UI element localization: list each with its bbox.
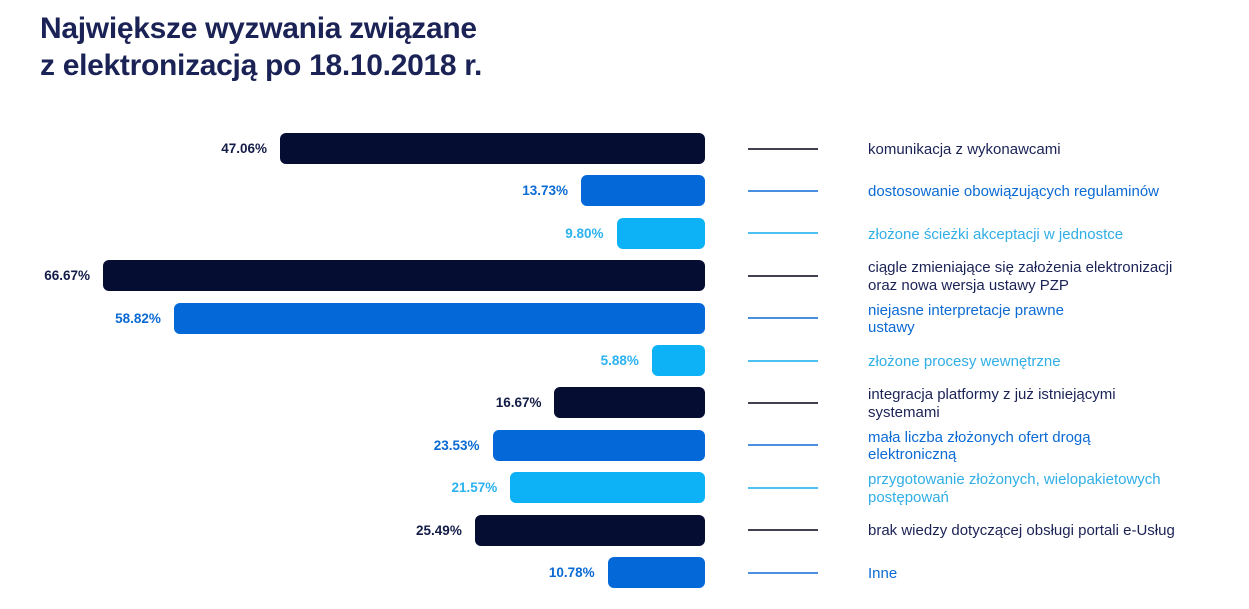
legend-connector-line bbox=[748, 571, 818, 574]
legend-connector-line bbox=[748, 486, 818, 489]
chart-row: 47.06% komunikacja z wykonawcami bbox=[0, 133, 1249, 164]
category-label-line: dostosowanie obowiązujących regulaminów bbox=[868, 183, 1159, 201]
bar-value-label: 25.49% bbox=[416, 522, 462, 538]
bar bbox=[280, 133, 705, 164]
bar bbox=[651, 345, 705, 376]
legend-connector-line bbox=[748, 401, 818, 404]
chart-row: 10.78% Inne bbox=[0, 557, 1249, 588]
bar-value-label: 66.67% bbox=[44, 268, 90, 284]
bar bbox=[510, 472, 705, 504]
chart-row: 5.88% złożone procesy wewnętrzne bbox=[0, 345, 1249, 376]
legend-connector-line bbox=[748, 317, 818, 320]
chart-row: 58.82% niejasne interpretacje prawne ustaw… bbox=[0, 301, 1249, 337]
legend-connector-line bbox=[748, 189, 818, 192]
category-label-line: integracja platformy z już istniejącymi bbox=[868, 386, 1116, 404]
category-label: Inne bbox=[868, 558, 897, 589]
category-label: komunikacja z wykonawcami bbox=[868, 134, 1061, 165]
category-label: brak wiedzy dotyczącej obsługi portali e… bbox=[868, 516, 1175, 547]
category-label-line: niejasne interpretacje prawne bbox=[868, 301, 1064, 319]
category-label-line: komunikacja z wykonawcami bbox=[868, 140, 1061, 158]
category-label: złożone procesy wewnętrzne bbox=[868, 346, 1061, 377]
bar bbox=[173, 302, 705, 334]
bar bbox=[616, 217, 705, 249]
category-label-line: złożone ścieżki akceptacji w jednostce bbox=[868, 225, 1124, 243]
category-label-line: postępowań bbox=[868, 488, 949, 506]
bar-value-label: 13.73% bbox=[522, 183, 569, 199]
legend-connector-line bbox=[748, 359, 818, 362]
bar bbox=[607, 557, 705, 588]
bar bbox=[581, 175, 705, 207]
category-label: przygotowanie złożonych, wielopakietowyc… bbox=[868, 471, 1161, 506]
bar bbox=[492, 429, 705, 461]
category-label: integracja platformy z już istniejącymi s… bbox=[868, 386, 1116, 421]
category-label: ciągle zmieniające się założenia elektro… bbox=[868, 259, 1173, 294]
category-label-line: ustawy bbox=[868, 319, 915, 337]
chart-row: 21.57% przygotowanie złożonych, wielopaki… bbox=[0, 471, 1249, 506]
bar-value-label: 47.06% bbox=[221, 141, 268, 156]
bar bbox=[102, 260, 705, 292]
category-label: złożone ścieżki akceptacji w jednostce bbox=[868, 219, 1123, 250]
category-label-line: oraz nowa wersja ustawy PZP bbox=[868, 276, 1069, 294]
bar-value-label: 58.82% bbox=[115, 310, 161, 326]
category-label-line: brak wiedzy dotyczącej obsługi portali e… bbox=[868, 522, 1175, 540]
bar-value-label: 5.88% bbox=[600, 353, 639, 368]
bar-value-label: 9.80% bbox=[565, 225, 604, 241]
category-label-line: elektroniczną bbox=[868, 446, 957, 464]
category-label: niejasne interpretacje prawne ustawy bbox=[868, 301, 1064, 337]
bar bbox=[554, 387, 705, 419]
bar-value-label: 23.53% bbox=[433, 437, 480, 453]
category-label-line: mała liczba złożonych ofert drogą bbox=[868, 428, 1091, 446]
bar-value-label: 21.57% bbox=[451, 480, 498, 496]
legend-connector-line bbox=[748, 232, 818, 235]
category-label-line: złożone procesy wewnętrzne bbox=[868, 352, 1061, 370]
category-label: mała liczba złożonych ofert drogą elektro… bbox=[868, 428, 1091, 464]
category-label-line: Inne bbox=[868, 564, 898, 582]
chart-row: 16.67% integracja platformy z już istniej… bbox=[0, 386, 1249, 421]
chart-title-line1: Największe wyzwania związane bbox=[40, 12, 477, 45]
chart-row: 23.53% mała liczba złożonych ofert drogą e… bbox=[0, 428, 1249, 464]
category-label-line: systemami bbox=[868, 403, 940, 421]
bar bbox=[474, 514, 705, 546]
chart-title-line2: z elektronizacją po 18.10.2018 r. bbox=[40, 49, 483, 82]
chart-row: 25.49% brak wiedzy dotyczącej obsługi por… bbox=[0, 514, 1249, 547]
chart-row: 9.80% złożone ścieżki akceptacji w jednos… bbox=[0, 217, 1249, 250]
category-label: dostosowanie obowiązujących regulaminów bbox=[868, 176, 1159, 207]
chart-title: Największe wyzwania związane z elektroni… bbox=[40, 10, 482, 84]
category-label-line: ciągle zmieniające się założenia elektro… bbox=[868, 259, 1173, 277]
chart-row: 66.67% ciągle zmieniające się założenia e… bbox=[0, 259, 1249, 294]
bar-value-label: 10.78% bbox=[548, 565, 595, 580]
bar-value-label: 16.67% bbox=[495, 395, 542, 411]
legend-connector-line bbox=[748, 147, 818, 150]
legend-connector-line bbox=[748, 444, 818, 447]
chart-row: 13.73% dostosowanie obowiązujących regula… bbox=[0, 175, 1249, 207]
legend-connector-line bbox=[748, 529, 818, 532]
legend-connector-line bbox=[748, 274, 818, 277]
category-label-line: przygotowanie złożonych, wielopakietowyc… bbox=[868, 471, 1161, 489]
